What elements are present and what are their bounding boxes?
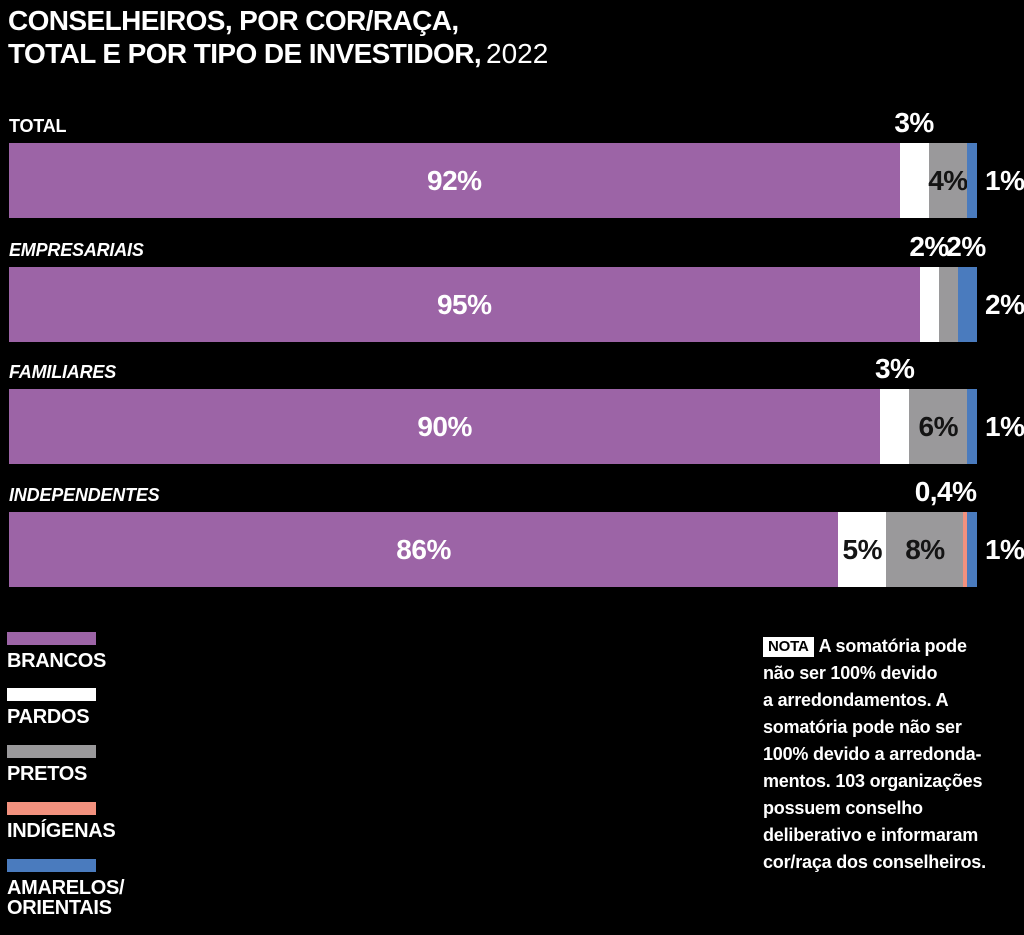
value-label-pardos: 5% (842, 533, 883, 565)
bar-familiares: 90% 3% 6% 1% (9, 353, 1024, 464)
chart-title-line2: TOTAL E POR TIPO DE INVESTIDOR, 2022 (8, 37, 548, 70)
value-label-amarelos-orientais: 1% (984, 533, 1024, 565)
value-label-pardos: 3% (894, 107, 934, 138)
value-label-pretos: 2% (946, 231, 986, 262)
value-label-brancos: 90% (417, 410, 472, 442)
segment-brancos: 86% (9, 512, 839, 587)
segment-pretos: 2% (938, 231, 986, 342)
legend-label-amarelos-orientais: AMARELOS/ ORIENTAIS (7, 877, 125, 919)
segment-pardos: 3% (875, 353, 915, 464)
value-label-brancos: 95% (436, 288, 492, 320)
note-badge: NOTA (763, 637, 814, 657)
bar-group-empresariais: EMPRESARIAIS 95% 2% 2% 2% (9, 231, 1024, 342)
segment-pretos: 8% (886, 512, 964, 587)
category-label-familiares: FAMILIARES (9, 362, 117, 382)
bar-total: 92% 3% 4% 1% (9, 107, 1024, 218)
segment-amarelos-orientais: 2% (957, 267, 1024, 342)
value-label-amarelos-orientais: 2% (985, 288, 1024, 320)
segment-pardos: 2% (909, 231, 949, 342)
category-label-independentes: INDEPENDENTES (9, 485, 160, 505)
value-label-pardos: 3% (874, 353, 915, 384)
value-label-brancos: 92% (427, 164, 482, 196)
bar-group-familiares: FAMILIARES 90% 3% 6% 1% (9, 353, 1024, 464)
chart-title-line2-text: TOTAL E POR TIPO DE INVESTIDOR, (8, 38, 482, 69)
chart-title-line1: CONSELHEIROS, POR COR/RAÇA, (8, 5, 459, 36)
segment-pretos: 6% (909, 389, 968, 464)
value-label-indigenas: 0,4% (914, 476, 977, 507)
note: NOTA A somatória pode não ser 100% devido… (763, 633, 986, 876)
category-label-empresariais: EMPRESARIAIS (9, 240, 144, 260)
value-label-pretos: 6% (918, 410, 959, 442)
segment-amarelos-orientais: 1% (967, 389, 1024, 464)
category-label-total: TOTAL (9, 116, 67, 136)
legend-label-pardos: PARDOS (7, 706, 90, 728)
legend-label-brancos: BRANCOS (7, 650, 107, 672)
value-label-pretos: 8% (905, 533, 945, 565)
segment-amarelos-orientais: 1% (967, 143, 1024, 218)
segment-brancos: 92% (9, 143, 900, 218)
legend-item-pretos: PRETOS (7, 745, 96, 784)
segment-brancos: 95% (9, 267, 920, 342)
legend-item-indigenas: INDÍGENAS (7, 802, 116, 842)
legend-item-brancos: BRANCOS (7, 632, 106, 671)
segment-amarelos-orientais: 1% (967, 512, 1024, 587)
legend-item-pardos: PARDOS (7, 688, 96, 727)
bar-group-total: TOTAL 92% 3% 4% 1% (9, 107, 1024, 218)
chart-title-year: 2022 (486, 38, 549, 69)
legend-label-pretos: PRETOS (7, 763, 88, 785)
value-label-amarelos-orientais: 1% (985, 410, 1024, 442)
value-label-pardos: 2% (909, 231, 949, 262)
segment-brancos: 90% (9, 389, 881, 464)
bar-group-independentes: INDEPENDENTES 86% 5% 8% 0,4% 1% (9, 476, 1024, 587)
note-text: A somatória pode não ser 100% devido a a… (763, 636, 986, 872)
legend-swatch-amarelos-orientais (7, 859, 96, 872)
value-label-brancos: 86% (396, 533, 451, 565)
segment-pretos: 4% (928, 143, 968, 218)
legend-label-indigenas: INDÍGENAS (7, 820, 116, 842)
bar-independentes: 86% 5% 8% 0,4% 1% (9, 476, 1024, 587)
value-label-amarelos-orientais: 1% (985, 164, 1024, 196)
segment-indigenas: 0,4% (915, 476, 977, 587)
value-label-pretos: 4% (928, 164, 968, 196)
legend-swatch-pretos (7, 745, 96, 758)
legend-swatch-brancos (7, 632, 96, 645)
chart-title: CONSELHEIROS, POR COR/RAÇA, TOTAL E POR … (8, 4, 548, 70)
legend-swatch-indigenas (7, 802, 96, 815)
bar-empresariais: 95% 2% 2% 2% (9, 231, 1024, 342)
segment-pardos: 5% (838, 512, 887, 587)
legend-swatch-pardos (7, 688, 96, 701)
legend-item-amarelos-orientais: AMARELOS/ ORIENTAIS (7, 859, 125, 919)
segment-pardos: 3% (894, 107, 934, 218)
